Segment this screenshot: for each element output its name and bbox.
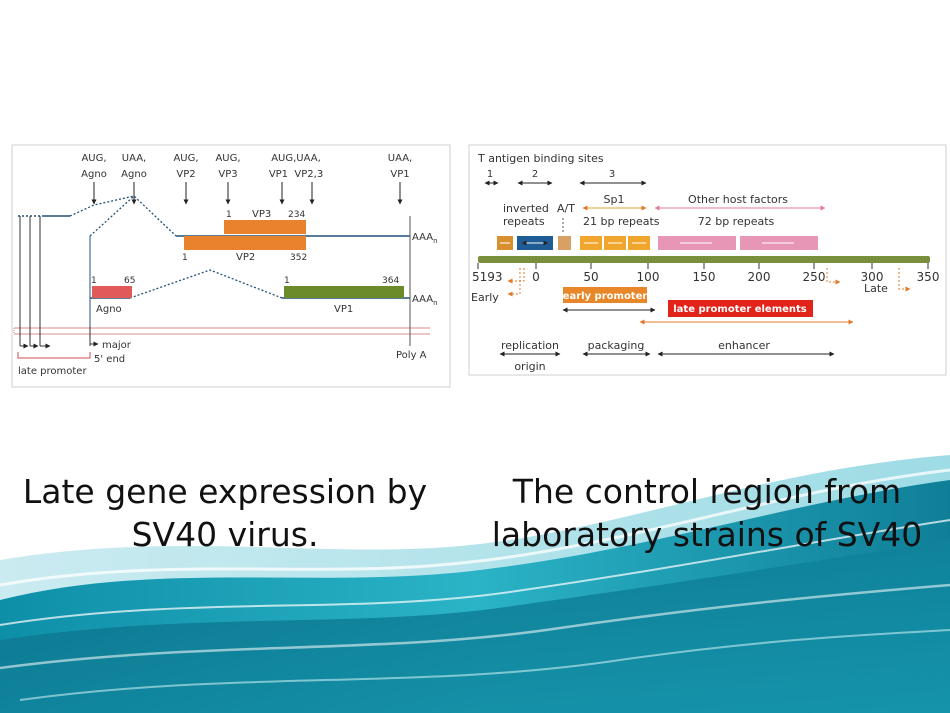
label-n234: 234 (288, 210, 305, 220)
label-late-promoter-elements: late promoter elements (673, 304, 807, 315)
label-sp1: Sp1 (604, 193, 625, 206)
caption-left-line2: SV40 virus. (131, 515, 319, 554)
caption-left: Late gene expression by SV40 virus. (15, 470, 435, 556)
label-vp3-top: VP3 (218, 169, 237, 180)
label-n1d: 1 (284, 276, 290, 286)
label-t-antigen: T antigen binding sites (477, 152, 604, 165)
caption-left-line1: Late gene expression by (22, 472, 428, 511)
tick-label: 200 (748, 270, 771, 284)
label-aaa1: AAAn (412, 232, 438, 245)
tick-label: 300 (861, 270, 884, 284)
label-n1b: 1 (182, 253, 188, 263)
agno-bar (92, 286, 132, 298)
label-n352: 352 (290, 253, 307, 263)
label-early-promoter: early promoter (563, 291, 648, 302)
label-vp2-top: VP2 (176, 169, 195, 180)
vp1-bar (284, 286, 404, 298)
vp3-bar (224, 220, 306, 234)
genome-bar (478, 256, 930, 263)
vp2-bar (184, 236, 306, 250)
label-five-end: 5' end (94, 354, 125, 365)
label-aug-vp3: AUG, (215, 153, 240, 164)
label-agno-bar: Agno (96, 304, 122, 315)
label-vp1-bar: VP1 (334, 304, 353, 315)
label-vp1-top: VP1 (390, 169, 409, 180)
label-poly-a: Poly A (396, 350, 427, 361)
label-uaa-vp1: UAA, (388, 153, 412, 164)
left-figure-frame (11, 144, 451, 388)
wave-background (0, 455, 950, 713)
label-early: Early (471, 291, 499, 304)
label-21bp: 21 bp repeats (583, 215, 660, 228)
label-agno-b: Agno (121, 169, 147, 180)
label-vp1-vp23: VP1 VP2,3 (269, 169, 323, 180)
caption-right-line1: The control region from (512, 472, 902, 511)
tick-group: 5193 0 50 100 150 200 250 300 350 (472, 263, 939, 284)
label-n1: 1 (226, 210, 232, 220)
box-at (558, 236, 571, 250)
label-aug-vp2: AUG, (173, 153, 198, 164)
tick-label: 0 (532, 270, 540, 284)
label-other-host: Other host factors (688, 193, 788, 206)
label-72bp: 72 bp repeats (698, 215, 775, 228)
label-site1: 1 (487, 169, 493, 180)
label-inverted: inverted (503, 202, 549, 215)
tick-label: 250 (803, 270, 826, 284)
label-late: Late (864, 282, 888, 295)
label-uaa-agno: UAA, (122, 153, 146, 164)
tick-label: 50 (583, 270, 598, 284)
label-aug-uaa: AUG,UAA, (271, 153, 321, 164)
label-packaging: packaging (588, 339, 645, 352)
late-promoter-box (668, 300, 813, 317)
label-origin: origin (514, 360, 545, 373)
label-n65: 65 (124, 276, 135, 286)
label-at: A/T (557, 202, 575, 215)
label-aug-agno: AUG, (81, 153, 106, 164)
label-late-promoter: late promoter (18, 366, 87, 377)
tick-label: 5193 (472, 270, 503, 284)
label-repeats: repeats (503, 215, 545, 228)
label-major: major (102, 340, 132, 351)
label-site2: 2 (532, 169, 538, 180)
label-enhancer: enhancer (718, 339, 770, 352)
label-vp2-bar: VP2 (236, 252, 255, 263)
late-gene-figure: AUG, Agno UAA, Agno AUG, VP2 AUG, VP3 AU… (11, 144, 451, 388)
tick-label: 100 (637, 270, 660, 284)
label-site3: 3 (609, 169, 615, 180)
control-region-figure: T antigen binding sites 1 2 3 inverted r… (468, 144, 947, 376)
tick-label: 350 (917, 270, 940, 284)
label-replication: replication (501, 339, 559, 352)
label-vp3-bar: VP3 (252, 209, 271, 220)
caption-right-line2: laboratory strains of SV40 (491, 515, 923, 554)
tick-label: 150 (693, 270, 716, 284)
label-aaa2: AAAn (412, 294, 438, 307)
caption-right: The control region from laboratory strai… (482, 470, 932, 556)
label-agno-a: Agno (81, 169, 107, 180)
label-n1c: 1 (91, 276, 97, 286)
label-n364: 364 (382, 276, 399, 286)
early-promoter-box (563, 287, 647, 303)
